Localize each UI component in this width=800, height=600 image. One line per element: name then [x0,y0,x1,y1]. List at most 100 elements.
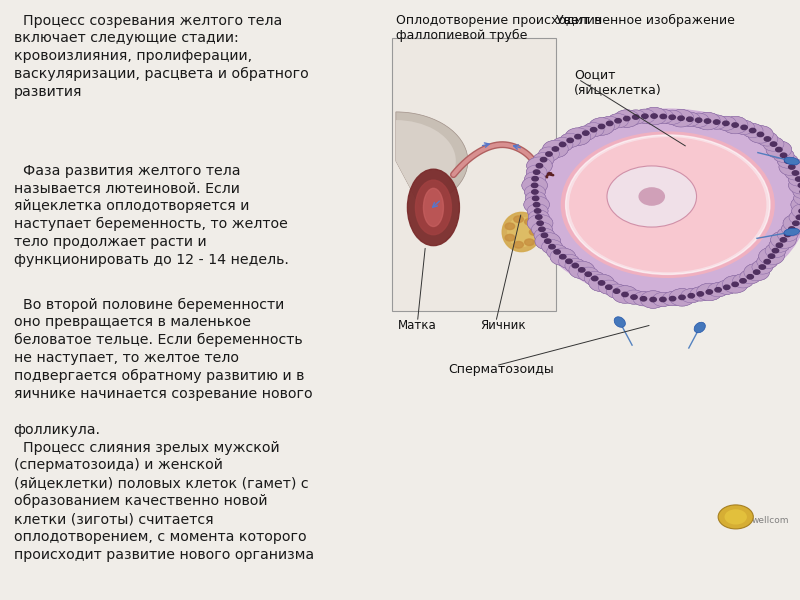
Circle shape [589,274,614,292]
Circle shape [670,296,676,301]
Circle shape [715,287,722,292]
Circle shape [773,148,794,163]
Circle shape [590,128,597,132]
Circle shape [534,209,541,213]
Circle shape [525,185,546,199]
Circle shape [540,157,546,162]
Circle shape [782,222,800,236]
Circle shape [560,133,581,148]
Circle shape [763,137,784,151]
Circle shape [789,176,800,194]
Circle shape [537,221,543,226]
Circle shape [526,191,546,205]
Circle shape [642,114,648,118]
Circle shape [653,292,674,307]
Circle shape [669,115,675,119]
Circle shape [528,210,549,224]
Circle shape [535,232,561,250]
Circle shape [716,280,737,295]
Circle shape [768,254,774,259]
Circle shape [598,280,619,294]
Circle shape [532,176,538,181]
Circle shape [793,221,799,226]
Circle shape [668,109,694,127]
Text: wellcom: wellcom [752,516,790,525]
Circle shape [679,295,686,299]
Circle shape [783,215,800,232]
Circle shape [606,285,612,289]
Circle shape [662,292,683,306]
Circle shape [697,283,722,301]
Circle shape [795,177,800,181]
Circle shape [574,134,581,139]
Circle shape [681,289,702,303]
Circle shape [514,216,523,223]
Circle shape [768,254,774,259]
Circle shape [670,296,676,301]
Circle shape [528,210,549,224]
Circle shape [723,285,730,289]
Circle shape [527,214,553,232]
Circle shape [574,134,581,139]
Circle shape [785,159,791,163]
Circle shape [534,228,555,242]
Circle shape [584,271,605,286]
Circle shape [776,243,782,247]
Circle shape [552,147,558,151]
Circle shape [715,287,722,292]
Circle shape [624,290,644,304]
Circle shape [796,215,800,220]
Circle shape [741,125,747,130]
Text: Матка: Матка [398,319,436,332]
Circle shape [622,292,628,296]
Circle shape [776,243,782,247]
Circle shape [612,286,638,303]
Circle shape [706,115,727,129]
Circle shape [783,215,800,232]
Circle shape [779,158,800,176]
Circle shape [540,157,546,162]
Circle shape [798,183,800,187]
Circle shape [754,270,760,274]
Circle shape [747,275,754,279]
Circle shape [759,265,766,269]
Circle shape [772,248,778,253]
Circle shape [626,110,646,124]
Circle shape [734,121,754,134]
Circle shape [542,140,568,158]
Circle shape [615,119,622,123]
Circle shape [754,270,760,274]
Circle shape [732,282,738,287]
Circle shape [653,109,674,124]
Circle shape [532,176,538,181]
Circle shape [546,152,552,156]
Circle shape [598,281,605,285]
Circle shape [626,110,646,124]
Circle shape [526,157,552,175]
Circle shape [591,277,598,281]
Circle shape [534,209,541,213]
Circle shape [718,505,754,529]
Circle shape [678,116,684,121]
Circle shape [793,185,800,199]
Circle shape [566,259,572,263]
Circle shape [598,280,619,294]
Circle shape [763,137,784,151]
Circle shape [633,292,654,306]
Circle shape [778,154,798,168]
Circle shape [770,142,777,146]
Circle shape [722,275,748,293]
Circle shape [607,166,697,227]
Wedge shape [396,120,456,199]
Circle shape [558,254,579,268]
Text: Фаза развития желтого тела
называется лютеиновой. Если
яйцеклетка оплодотворяетс: Фаза развития желтого тела называется лю… [14,164,289,267]
Circle shape [789,227,795,231]
Text: Увеличенное изображение: Увеличенное изображение [556,14,734,27]
Ellipse shape [694,322,706,333]
Circle shape [534,170,540,174]
Circle shape [575,126,596,140]
Circle shape [527,204,548,218]
Circle shape [514,241,523,248]
Text: Оплодотворение происходит в
фаллопиевой трубе: Оплодотворение происходит в фаллопиевой … [396,14,602,42]
Circle shape [660,297,666,302]
